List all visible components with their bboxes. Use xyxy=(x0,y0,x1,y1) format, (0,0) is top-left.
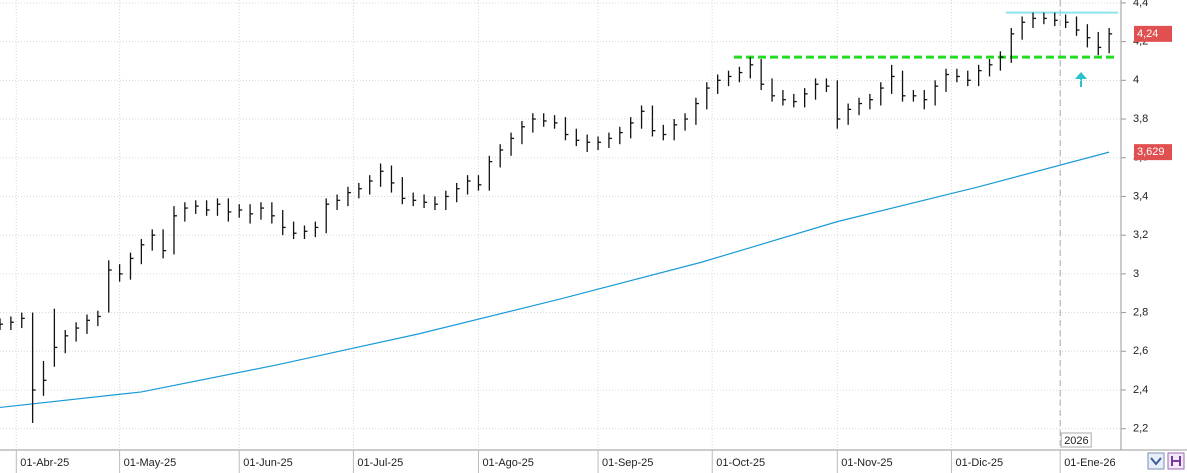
y-tick-label: 3,2 xyxy=(1133,229,1148,241)
zoom-button[interactable] xyxy=(1147,452,1165,470)
y-tick-label: 2,6 xyxy=(1133,345,1148,357)
x-tick-label: 01-Nov-25 xyxy=(841,457,892,469)
x-tick-label: 01-Abr-25 xyxy=(20,457,69,469)
y-tick-label: 3,4 xyxy=(1133,190,1148,202)
year-label-box xyxy=(1060,432,1092,448)
zoom-icon xyxy=(1150,457,1162,466)
x-tick-label: 01-Ene-26 xyxy=(1064,457,1115,469)
price-flag xyxy=(1134,25,1172,42)
moving-average-line xyxy=(0,151,1110,409)
x-tick-label: 01-Jun-25 xyxy=(243,457,293,469)
x-tick-label: 01-Sep-25 xyxy=(602,457,653,469)
x-tick-label: 01-Ago-25 xyxy=(482,457,533,469)
y-tick-label: 4,4 xyxy=(1133,0,1148,9)
y-tick-label: 3 xyxy=(1133,268,1139,280)
x-tick-label: 01-Jul-25 xyxy=(357,457,403,469)
y-tick-label: 4 xyxy=(1133,74,1139,86)
y-tick-label: 2,2 xyxy=(1133,423,1148,435)
price-flag-label: 3,629 xyxy=(1137,146,1165,158)
year-label: 2026 xyxy=(1064,435,1088,447)
y-tick-label: 3,8 xyxy=(1133,113,1148,125)
y-tick-label: 2,8 xyxy=(1133,306,1148,318)
x-tick-label: 01-Dic-25 xyxy=(955,457,1003,469)
mode-icon xyxy=(1171,456,1181,466)
x-tick-label: 01-Oct-25 xyxy=(716,457,765,469)
price-flag xyxy=(1134,144,1172,161)
up-arrow xyxy=(1075,72,1087,87)
price-flag-label: 4,24 xyxy=(1137,28,1158,40)
x-tick-label: 01-May-25 xyxy=(124,457,177,469)
y-tick-label: 2,4 xyxy=(1133,384,1148,396)
